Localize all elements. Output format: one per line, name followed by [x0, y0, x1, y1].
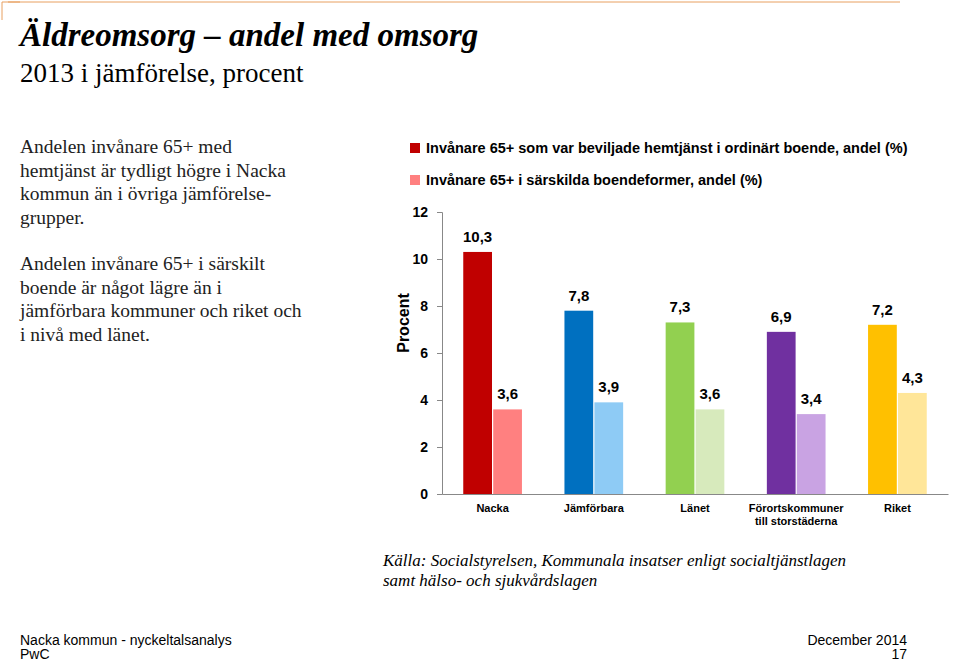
data-label: 3,9 [598, 378, 619, 395]
bar [463, 252, 492, 494]
y-tick-label: 12 [412, 204, 428, 220]
paragraph: Andelen invånare 65+ i särskiltboende är… [19, 253, 302, 345]
source: Källa: Socialstyrelsen, Kommunala insats… [382, 551, 846, 590]
bar [594, 402, 623, 494]
bar [797, 414, 826, 494]
y-tick: 0 [420, 486, 442, 502]
x-tick-label: Riket [884, 502, 911, 514]
bar [767, 332, 796, 494]
bar [868, 325, 897, 494]
x-tick-label: Länet [680, 502, 710, 514]
y-tick-label: 6 [420, 345, 428, 361]
y-tick-label: 0 [420, 486, 428, 502]
data-label: 4,3 [902, 369, 923, 386]
bar [564, 311, 593, 494]
y-tick-mark [437, 353, 442, 354]
y-tick-mark [437, 212, 442, 213]
data-label: 10,3 [463, 228, 492, 245]
x-tick: Nacka [476, 494, 509, 514]
y-tick: 12 [412, 204, 442, 220]
y-tick: 4 [420, 392, 442, 408]
y-tick-label: 2 [420, 439, 428, 455]
y-tick-label: 4 [420, 392, 428, 408]
y-tick-mark [437, 306, 442, 307]
y-tick-mark [437, 259, 442, 260]
data-label: 7,2 [872, 301, 893, 318]
y-tick: 8 [420, 298, 442, 314]
x-tick: Riket [884, 494, 911, 514]
y-tick: 2 [420, 439, 442, 455]
bar [666, 322, 695, 494]
legend-label: Invånare 65+ i särskilda boendeformer, a… [426, 172, 763, 188]
x-tick-label: Förortskommunertill storstäderna [749, 502, 844, 527]
bar [493, 409, 522, 494]
bars [463, 252, 926, 494]
bar [696, 409, 725, 494]
y-tick-mark [437, 400, 442, 401]
legend-swatch [410, 143, 420, 153]
x-tick: Förortskommunertill storstäderna [749, 494, 844, 527]
data-label: 7,8 [568, 287, 589, 304]
y-axis: 0 2 4 6 8 10 12 [412, 204, 442, 502]
footer-left: Nacka kommun - nyckeltalsanalys [20, 632, 232, 648]
y-tick-mark [437, 494, 442, 495]
y-axis-title: Procent [395, 293, 412, 353]
bar [898, 393, 927, 494]
slide: Äldreomsorg – andel med omsorg 2013 i jäm… [0, 0, 959, 662]
x-tick-label: Jämförbara [564, 502, 625, 514]
x-tick: Jämförbara [564, 494, 625, 514]
data-label: 3,6 [700, 385, 721, 402]
legend-swatch [410, 175, 420, 185]
footer-left: PwC [20, 646, 50, 662]
data-label: 3,6 [497, 385, 518, 402]
y-tick-label: 8 [420, 298, 428, 314]
footer-right: 17 [891, 646, 907, 662]
paragraph: Andelen invånare 65+ medhemtjänst är tyd… [20, 136, 286, 228]
legend-label: Invånare 65+ som var beviljade hemtjänst… [426, 140, 908, 156]
legend: Invånare 65+ som var beviljade hemtjänst… [410, 140, 908, 188]
x-axis: Nacka Jämförbara Länet Förortskommunertill … [443, 494, 949, 527]
data-label: 7,3 [670, 298, 691, 315]
data-label: 3,4 [801, 390, 823, 407]
y-tick: 10 [412, 251, 442, 267]
x-tick: Länet [680, 494, 710, 514]
title: Äldreomsorg – andel med omsorg [18, 17, 478, 53]
data-labels: 10,3 7,8 7,3 6,9 7,2 3,6 3,9 3,6 3,4 4,3 [463, 228, 923, 407]
y-tick-mark [437, 447, 442, 448]
subtitle: 2013 i jämförelse, procent [20, 58, 304, 88]
x-tick-label: Nacka [476, 502, 509, 514]
x-axis-line [443, 494, 949, 495]
y-axis-line [437, 213, 443, 495]
data-label: 6,9 [771, 308, 792, 325]
y-tick-label: 10 [412, 251, 428, 267]
y-tick: 6 [420, 345, 442, 361]
